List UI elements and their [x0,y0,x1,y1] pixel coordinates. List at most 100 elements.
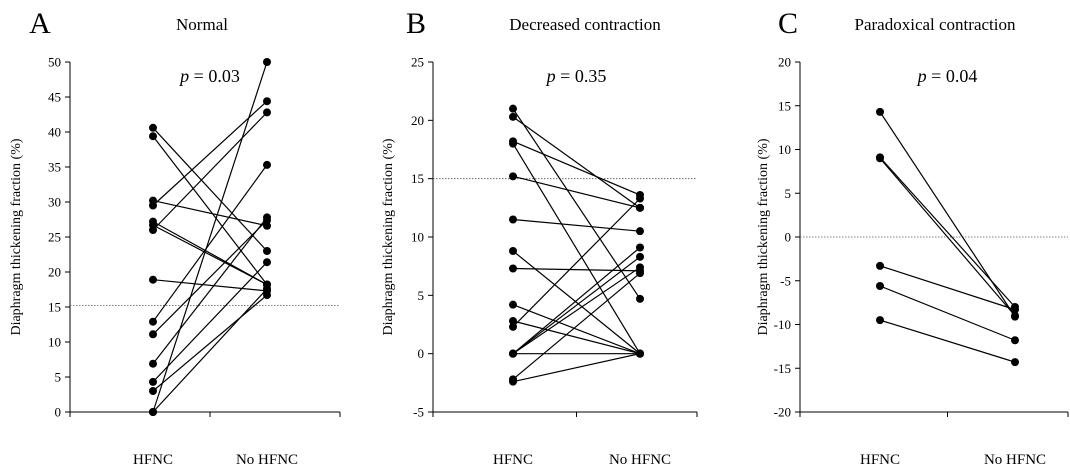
y-tick-label: 15 [778,98,791,113]
y-tick-label: 40 [48,125,61,140]
point-no-hfnc [263,108,271,117]
y-tick-label: 50 [48,55,61,70]
y-tick-label: 5 [785,186,792,201]
category-label: HFNC [860,452,900,467]
pair-line [512,247,641,355]
point-hfnc [509,322,517,331]
point-hfnc [149,132,157,141]
y-tick-label: 45 [48,90,61,105]
pair-line [512,108,641,300]
point-no-hfnc [636,227,644,236]
point-hfnc [876,316,884,325]
point-hfnc [509,139,517,148]
pair-line [512,353,641,383]
y-tick-label: 15 [411,171,424,186]
point-hfnc [876,282,884,290]
p-symbol: p [916,66,927,86]
pair-line [152,219,268,335]
point-no-hfnc [263,160,271,169]
y-tick-label: 5 [55,370,62,385]
point-hfnc [149,387,157,395]
y-tick-label: 25 [411,55,424,70]
y-tick-label: 20 [411,113,424,128]
pair-line [879,285,1016,341]
point-no-hfnc [263,291,271,300]
point-no-hfnc [636,263,644,272]
point-hfnc [876,261,884,270]
p-value-text: = 0.04 [927,66,978,86]
panel-title: Paradoxical contraction [855,15,1016,34]
y-tick-label: 25 [48,230,61,245]
pair-line [152,224,268,286]
point-hfnc [149,201,157,210]
category-label: HFNC [493,452,533,467]
panel-title: Normal [176,15,228,34]
pair-line [512,267,641,272]
category-label: HFNC [133,452,173,467]
pair-line [512,143,641,354]
pair-line [512,256,641,355]
panel-letter: A [29,7,51,40]
pair-line [879,111,1016,317]
y-axis-label: Diaphragm thickening fraction (%) [381,138,396,335]
y-tick-label: 0 [785,230,792,245]
y-tick-label: 10 [778,142,791,157]
point-no-hfnc [263,247,271,255]
y-tick-label: -15 [774,361,791,376]
point-hfnc [509,264,517,273]
point-no-hfnc [636,294,644,303]
panel-letter: C [778,7,798,40]
pair-line [152,288,268,413]
y-tick-label: 10 [48,335,61,350]
p-symbol: p [178,66,189,86]
p-value-text: = 0.35 [556,66,607,86]
point-no-hfnc [263,284,271,293]
pair-line [152,111,268,231]
pair-line [512,272,641,380]
y-tick-label: 30 [48,195,61,210]
pair-line [512,304,641,355]
y-tick-label: 5 [418,288,425,303]
pair-line [152,261,268,383]
y-tick-label: -20 [774,405,791,420]
p-value-text: = 0.03 [189,66,240,86]
point-no-hfnc [636,269,644,278]
category-label: No HFNC [609,452,671,467]
point-no-hfnc [636,194,644,203]
point-hfnc [149,317,157,326]
point-hfnc [509,349,517,358]
pair-line [152,200,268,227]
point-hfnc [509,172,517,181]
y-tick-label: -5 [780,273,791,288]
pair-line [152,217,268,365]
point-no-hfnc [636,252,644,261]
panel-title: Decreased contraction [509,15,661,34]
pair-line [152,279,268,292]
point-hfnc [876,154,884,163]
point-no-hfnc [263,221,271,230]
pair-line [879,265,1016,311]
pair-line [512,116,641,209]
pair-line [512,140,641,196]
y-tick-label: 35 [48,160,61,175]
point-hfnc [149,123,157,132]
y-tick-label: -5 [413,405,424,420]
pair-line [512,218,641,232]
point-hfnc [509,300,517,309]
point-hfnc [149,330,157,339]
y-tick-label: 0 [418,346,425,361]
y-axis-label: Diaphragm thickening fraction (%) [756,138,771,335]
point-hfnc [509,104,517,113]
point-no-hfnc [636,349,644,358]
point-no-hfnc [636,203,644,212]
pair-line [879,157,1016,317]
point-no-hfnc [1011,305,1019,314]
y-tick-label: 0 [55,405,62,420]
category-label: No HFNC [984,452,1046,467]
point-no-hfnc [263,258,271,267]
pair-line [512,250,641,355]
point-hfnc [509,112,517,121]
pair-line [152,127,268,252]
p-symbol: p [545,66,556,86]
